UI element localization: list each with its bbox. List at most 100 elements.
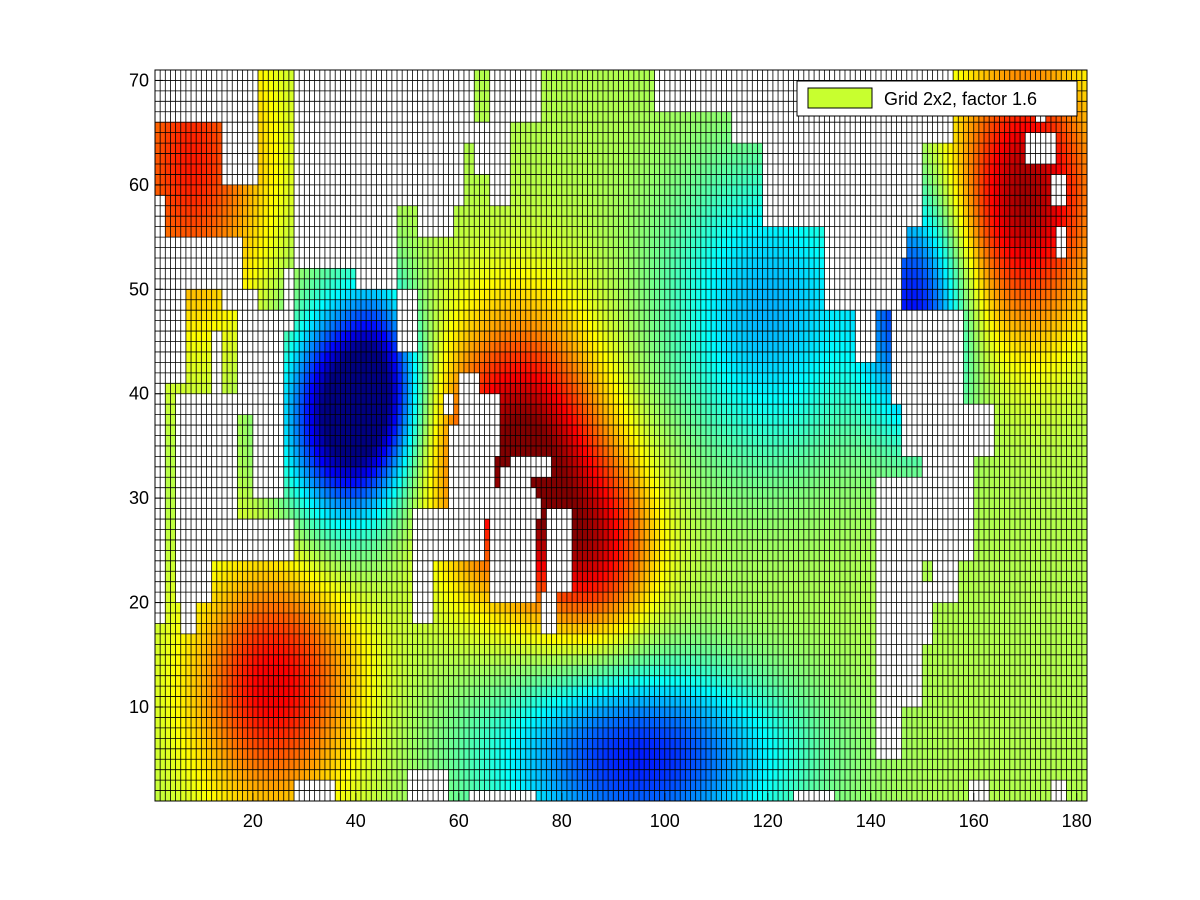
heatmap-cell [247,498,254,509]
heatmap-cell [252,226,259,238]
heatmap-cell [633,707,640,718]
heatmap-cell [649,237,655,248]
heatmap-cell [633,727,640,739]
heatmap-cell [572,257,578,269]
heatmap-cell [602,456,609,468]
heatmap-cell [587,602,593,614]
heatmap-cell [602,383,609,395]
heatmap-cell [628,456,635,468]
heatmap-cell [412,665,418,676]
heatmap-cell [237,790,243,802]
heatmap-cell [525,425,532,436]
heatmap-cell [556,790,563,802]
heatmap-cell [582,717,588,729]
heatmap-cell [479,237,485,248]
heatmap-cell [510,299,516,311]
heatmap-cell [196,602,202,614]
heatmap-cell [227,707,233,718]
heatmap-cell [221,759,228,770]
heatmap-cell [566,278,573,290]
heatmap-cell [654,362,660,374]
heatmap-cell [649,383,655,395]
heatmap-cell [566,498,573,509]
heatmap-cell [288,174,295,186]
heatmap-cell [309,654,315,666]
heatmap-cell [407,414,413,426]
heatmap-cell [561,696,568,708]
heatmap-cell [577,487,583,499]
heatmap-cell [633,613,640,624]
heatmap-cell [206,707,212,718]
heatmap-cell [345,466,351,478]
heatmap-cell [474,289,480,301]
heatmap-cell [505,686,511,697]
heatmap-cell [221,696,228,708]
heatmap-cell [654,393,660,405]
heatmap-cell [165,205,171,217]
heatmap-cell [201,738,207,750]
heatmap-cell [499,351,506,363]
heatmap-cell [644,445,650,457]
heatmap-cell [541,425,547,436]
heatmap-cell [412,487,418,499]
heatmap-cell [381,487,388,499]
heatmap-cell [309,707,315,718]
heatmap-cell [191,122,197,133]
heatmap-cell [592,769,599,781]
heatmap-cell [479,592,485,603]
heatmap-cell [633,351,640,363]
heatmap-cell [427,320,434,332]
heatmap-cell [155,675,161,687]
heatmap-cell [355,435,362,447]
heatmap-cell [463,163,470,175]
heatmap-cell [618,351,624,363]
heatmap-cell [391,759,398,770]
heatmap-cell [453,623,460,635]
heatmap-cell [263,748,269,760]
heatmap-cell [350,498,357,509]
heatmap-cell [443,613,449,624]
heatmap-cell [397,550,403,562]
heatmap-cell [489,696,496,708]
heatmap-cell [530,435,537,447]
heatmap-cell [237,560,243,572]
heatmap-cell [422,748,429,760]
heatmap-cell [371,571,377,582]
heatmap-cell [211,654,218,666]
heatmap-cell [433,289,439,301]
heatmap-cell [319,654,326,666]
heatmap-cell [319,331,326,342]
heatmap-cell [340,539,346,551]
heatmap-cell [597,686,604,697]
heatmap-cell [639,268,645,280]
heatmap-cell [201,216,207,227]
heatmap-cell [427,748,434,760]
heatmap-cell [608,602,614,614]
heatmap-cell [479,654,485,666]
heatmap-cell [654,153,660,165]
heatmap-cell [484,111,490,123]
heatmap-cell [299,550,305,562]
heatmap-cell [469,581,475,593]
heatmap-cell [494,675,501,687]
heatmap-cell [474,331,480,342]
heatmap-cell [582,654,588,666]
heatmap-cell [309,404,315,415]
heatmap-cell [417,654,424,666]
heatmap-cell [299,539,305,551]
heatmap-cell [659,372,666,384]
heatmap-cell [376,456,382,468]
heatmap-cell [659,393,666,405]
heatmap-cell [360,414,367,426]
heatmap-cell [628,122,635,133]
heatmap-cell [221,341,228,353]
heatmap-cell [659,174,666,186]
heatmap-cell [649,686,655,697]
heatmap-cell [639,237,645,248]
heatmap-cell [561,341,568,353]
heatmap-cell [613,780,619,791]
heatmap-cell [649,362,655,374]
heatmap-cell [654,790,660,802]
heatmap-cell [525,299,532,311]
heatmap-cell [515,268,521,280]
